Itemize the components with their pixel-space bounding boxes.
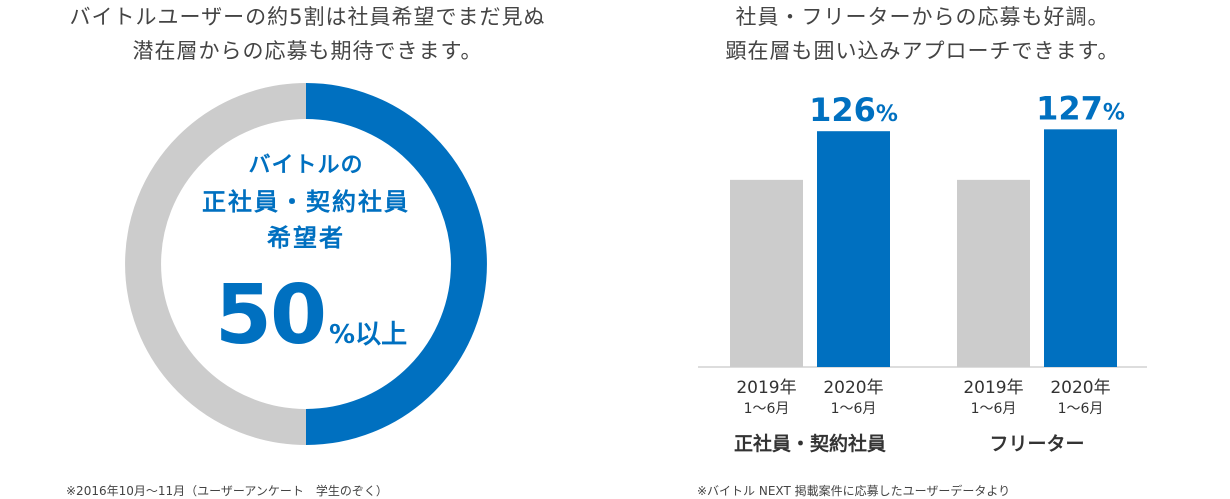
bar-1-0 bbox=[957, 179, 1030, 367]
ring-value: 50 %以上 bbox=[176, 268, 446, 363]
bar-tick-label-0-1-0: 2020年 bbox=[823, 378, 883, 398]
ring-label-line-3: 希望者 bbox=[267, 224, 345, 252]
right-headline-line-1: 社員・フリーターからの応募も好調。 bbox=[735, 5, 1110, 29]
bar-tick-label-0-0-1: 1〜6月 bbox=[744, 401, 790, 417]
left-headline-line-1: バイトルユーザーの約5割は社員希望でまだ見ぬ bbox=[69, 5, 546, 29]
donut-chart bbox=[125, 83, 487, 445]
bar-1-1 bbox=[1044, 129, 1117, 367]
bar-0-1 bbox=[817, 131, 890, 367]
left-headline-line-2: 潜在層からの応募も期待できます。 bbox=[132, 39, 483, 63]
left-panel: バイトルユーザーの約5割は社員希望でまだ見ぬ 潜在層からの応募も期待できます。 … bbox=[0, 0, 615, 498]
left-headline: バイトルユーザーの約5割は社員希望でまだ見ぬ 潜在層からの応募も期待できます。 bbox=[0, 0, 615, 68]
right-headline-line-2: 顕在層も囲い込みアプローチできます。 bbox=[725, 39, 1120, 63]
donut-slice-filled bbox=[305, 83, 487, 445]
right-footnote: ※バイトル NEXT 掲載案件に応募したユーザーデータより bbox=[697, 484, 1011, 498]
bar-group-label-0: 正社員・契約社員 bbox=[734, 432, 886, 455]
bar-tick-label-0-1-1: 1〜6月 bbox=[831, 401, 877, 417]
ring-label-line-1: バイトルの bbox=[248, 153, 364, 178]
bar-group-label-1: フリーター bbox=[989, 433, 1084, 455]
left-footnote: ※2016年10月〜11月（ユーザーアンケート 学生のぞく） bbox=[66, 484, 388, 498]
bar-tick-label-1-1-1: 1〜6月 bbox=[1058, 401, 1104, 417]
donut-slice-remaining bbox=[125, 83, 307, 445]
bar-tick-label-1-1-0: 2020年 bbox=[1050, 378, 1110, 398]
bar-data-label-0: 126% bbox=[809, 91, 898, 129]
ring-value-number: 50 bbox=[214, 268, 327, 363]
right-headline: 社員・フリーターからの応募も好調。 顕在層も囲い込みアプローチできます。 bbox=[615, 0, 1230, 68]
ring-value-unit: %以上 bbox=[329, 320, 408, 350]
bar-tick-label-1-0-0: 2019年 bbox=[963, 378, 1023, 398]
ring-label: バイトルの 正社員・契約社員 希望者 bbox=[166, 148, 446, 256]
bar-tick-label-0-0-0: 2019年 bbox=[736, 378, 796, 398]
bar-0-0 bbox=[730, 179, 803, 367]
ring-label-line-2: 正社員・契約社員 bbox=[202, 188, 410, 216]
bar-data-label-1: 127% bbox=[1036, 89, 1125, 127]
bar-tick-label-1-0-1: 1〜6月 bbox=[971, 401, 1017, 417]
right-panel: 社員・フリーターからの応募も好調。 顕在層も囲い込みアプローチできます。 201… bbox=[615, 0, 1230, 498]
